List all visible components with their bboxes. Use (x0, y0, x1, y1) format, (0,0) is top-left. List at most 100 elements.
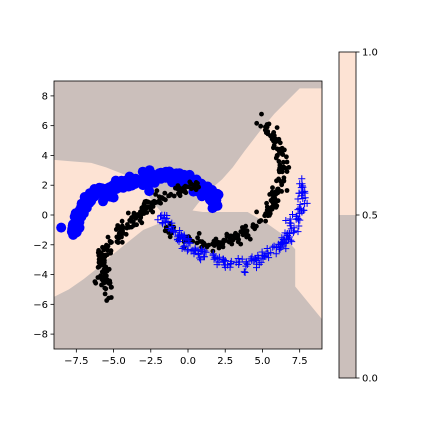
data-point (270, 190, 275, 195)
data-point (176, 187, 181, 192)
data-point (100, 278, 105, 283)
data-point (72, 227, 82, 237)
data-point (194, 187, 199, 192)
data-point (198, 239, 203, 244)
data-point (171, 170, 181, 180)
x-tick-label: −5.0 (101, 356, 125, 367)
data-point (233, 231, 238, 236)
y-tick-label: −2 (33, 240, 48, 251)
colorbar-tick-label: 1.0 (362, 48, 378, 59)
data-point (158, 169, 168, 179)
data-point (211, 198, 221, 208)
x-tick-label: 0.0 (180, 356, 196, 367)
x-tick-label: 5.0 (254, 356, 270, 367)
data-point (102, 255, 107, 260)
data-point (117, 226, 122, 231)
data-point (172, 194, 177, 199)
data-point (83, 194, 93, 204)
data-point (133, 214, 138, 219)
data-point (268, 211, 273, 216)
x-tick-label: −2.5 (139, 356, 163, 367)
y-tick-label: −8 (33, 330, 48, 341)
data-point (278, 163, 283, 168)
x-tick-label: 7.5 (292, 356, 308, 367)
colorbar-segment-high (339, 52, 356, 215)
data-point (103, 292, 108, 297)
data-point (278, 147, 283, 152)
data-point (127, 218, 132, 223)
data-point (108, 240, 113, 245)
data-point (56, 223, 66, 233)
data-point (112, 177, 122, 187)
data-point (270, 204, 275, 209)
data-point (109, 285, 114, 290)
data-point (263, 125, 268, 130)
data-point (285, 188, 290, 193)
data-point (119, 235, 124, 240)
y-tick-label: −6 (33, 300, 48, 311)
plot-area (54, 81, 322, 349)
data-point (212, 239, 217, 244)
data-point (104, 298, 109, 303)
data-point (105, 280, 110, 285)
data-point (105, 247, 110, 252)
data-point (189, 182, 194, 187)
data-point (275, 153, 280, 158)
x-tick-label: −7.5 (64, 356, 88, 367)
data-point (161, 196, 166, 201)
x-tick-label: 2.5 (217, 356, 233, 367)
data-point (282, 178, 287, 183)
data-point (263, 219, 268, 224)
data-point (104, 269, 109, 274)
data-point (148, 208, 153, 213)
data-point (126, 211, 131, 216)
data-point (203, 242, 208, 247)
data-point (286, 165, 291, 170)
data-point (269, 198, 274, 203)
data-point (114, 235, 119, 240)
data-point (101, 184, 111, 194)
data-point (280, 152, 285, 157)
data-point (206, 189, 216, 199)
plot-content (54, 81, 322, 349)
data-point (98, 258, 103, 263)
data-point (162, 191, 167, 196)
data-point (217, 244, 222, 249)
data-point (129, 225, 134, 230)
data-point (176, 191, 181, 196)
colorbar-segment-low (339, 215, 356, 378)
y-tick-label: −4 (33, 270, 48, 281)
data-point (245, 228, 250, 233)
data-point (150, 202, 155, 207)
data-point (258, 124, 263, 129)
data-point (138, 211, 143, 216)
y-tick-label: 2 (42, 181, 48, 192)
data-point (264, 213, 269, 218)
data-point (120, 219, 125, 224)
data-point (106, 235, 111, 240)
data-point (280, 167, 285, 172)
data-point (146, 171, 156, 181)
data-point (270, 185, 275, 190)
data-point (96, 253, 101, 258)
data-point (275, 190, 280, 195)
data-point (93, 281, 98, 286)
data-point (120, 240, 125, 245)
data-point (265, 129, 270, 134)
data-point (103, 286, 108, 291)
data-point (124, 226, 129, 231)
data-point (124, 232, 129, 237)
data-point (225, 234, 230, 239)
data-point (124, 177, 134, 187)
data-point (138, 215, 143, 220)
data-point (254, 210, 259, 215)
data-point (251, 222, 256, 227)
data-point (180, 189, 185, 194)
data-point (257, 219, 262, 224)
data-point (194, 180, 199, 185)
y-tick-label: 8 (42, 91, 48, 102)
y-tick-label: 6 (42, 121, 48, 132)
data-point (259, 112, 264, 117)
data-point (274, 178, 279, 183)
